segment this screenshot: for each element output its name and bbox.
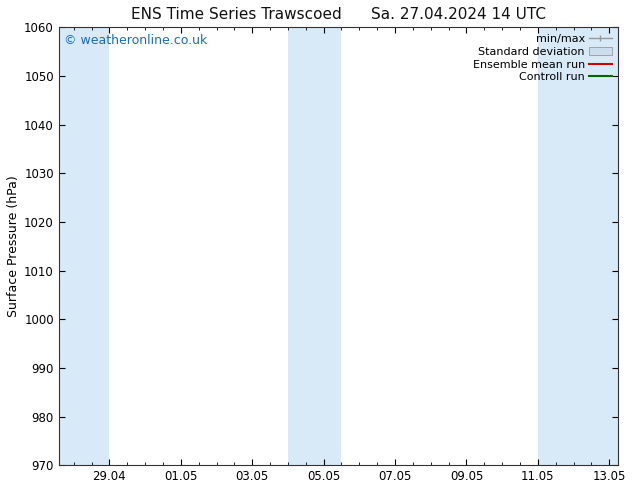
Legend: min/max, Standard deviation, Ensemble mean run, Controll run: min/max, Standard deviation, Ensemble me… xyxy=(468,29,616,87)
Bar xyxy=(288,27,342,465)
Bar xyxy=(538,27,618,465)
Y-axis label: Surface Pressure (hPa): Surface Pressure (hPa) xyxy=(7,175,20,317)
Text: © weatheronline.co.uk: © weatheronline.co.uk xyxy=(64,34,207,47)
Bar xyxy=(59,27,110,465)
Title: ENS Time Series Trawscoed      Sa. 27.04.2024 14 UTC: ENS Time Series Trawscoed Sa. 27.04.2024… xyxy=(131,7,546,22)
